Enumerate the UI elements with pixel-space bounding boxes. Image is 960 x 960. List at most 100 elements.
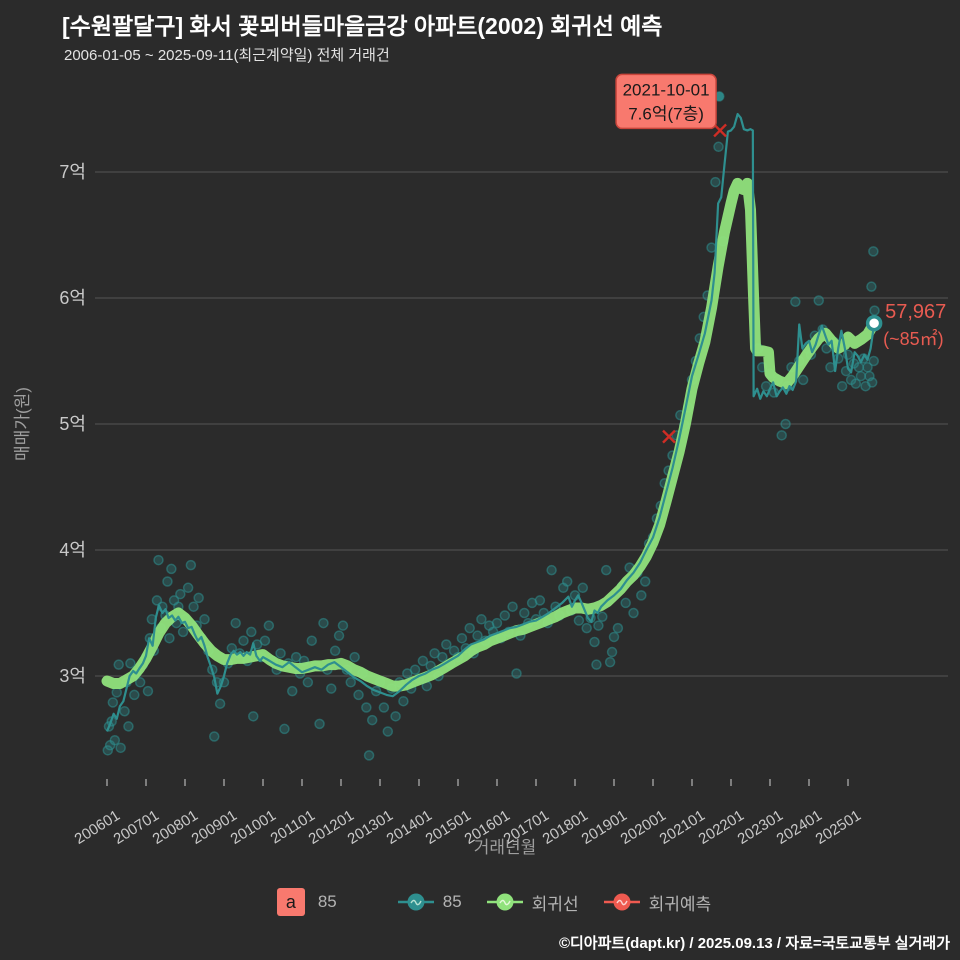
- scatter-point[interactable]: [199, 614, 210, 625]
- scatter-point[interactable]: [853, 362, 865, 373]
- regression-line[interactable]: [101, 177, 880, 692]
- scatter-point[interactable]: [333, 630, 345, 641]
- scatter-point[interactable]: [113, 659, 124, 670]
- scatter-point[interactable]: [868, 246, 879, 257]
- scatter-point[interactable]: [378, 702, 390, 713]
- scatter-point[interactable]: [188, 601, 199, 612]
- scatter-point[interactable]: [390, 711, 401, 722]
- scatter-point[interactable]: [519, 607, 530, 619]
- scatter-point[interactable]: [776, 430, 787, 441]
- scatter-point[interactable]: [134, 677, 146, 688]
- scatter-point[interactable]: [597, 611, 608, 623]
- scatter-point[interactable]: [866, 377, 878, 388]
- legend-item-forecast[interactable]: 회귀예측: [603, 890, 711, 915]
- scatter-point[interactable]: [511, 668, 522, 679]
- scatter-point[interactable]: [398, 695, 409, 707]
- scatter-point[interactable]: [164, 632, 175, 644]
- scatter-point[interactable]: [275, 648, 286, 659]
- scatter-point[interactable]: [593, 620, 604, 631]
- scatter-point[interactable]: [306, 635, 317, 646]
- scatter-point[interactable]: [382, 726, 394, 737]
- scatter-point[interactable]: [534, 595, 546, 606]
- scatter-point[interactable]: [125, 658, 136, 669]
- scatter-point[interactable]: [589, 636, 600, 648]
- scatter-point[interactable]: [577, 582, 589, 594]
- scatter-point[interactable]: [166, 563, 177, 575]
- scatter-point[interactable]: [214, 698, 226, 709]
- scatter-point[interactable]: [177, 626, 189, 638]
- scatter-point[interactable]: [119, 706, 130, 717]
- scatter-point[interactable]: [248, 711, 259, 722]
- scatter-point[interactable]: [868, 355, 879, 367]
- scatter-point[interactable]: [337, 620, 349, 631]
- scatter-point[interactable]: [329, 645, 341, 657]
- scatter-point[interactable]: [869, 305, 880, 316]
- scatter-point[interactable]: [107, 697, 119, 708]
- scatter-point[interactable]: [109, 735, 121, 746]
- scatter-point[interactable]: [636, 590, 647, 601]
- forecast-x-marker[interactable]: [713, 123, 727, 138]
- scatter-point[interactable]: [437, 651, 448, 663]
- scatter-point[interactable]: [129, 689, 140, 701]
- scatter-point[interactable]: [366, 714, 378, 726]
- legend-item-regression[interactable]: 회귀선: [486, 890, 579, 915]
- scatter-point[interactable]: [456, 632, 468, 644]
- scatter-point[interactable]: [476, 614, 487, 625]
- scatter-point[interactable]: [279, 723, 290, 735]
- scatter-point[interactable]: [591, 659, 602, 670]
- scatter-point[interactable]: [850, 378, 862, 389]
- scatter-point[interactable]: [620, 597, 631, 609]
- scatter-point[interactable]: [608, 631, 620, 643]
- scatter-point[interactable]: [193, 592, 204, 604]
- scatter-point[interactable]: [855, 370, 867, 382]
- scatter-point[interactable]: [546, 564, 557, 576]
- legend-item-85[interactable]: 85: [397, 892, 462, 912]
- scatter-point[interactable]: [349, 651, 360, 663]
- scatter-point[interactable]: [326, 683, 337, 694]
- scatter-point[interactable]: [361, 702, 372, 713]
- scatter-point[interactable]: [472, 630, 483, 641]
- scatter-point[interactable]: [142, 685, 154, 697]
- scatter-point[interactable]: [238, 635, 249, 646]
- scatter-point[interactable]: [318, 617, 329, 629]
- scatter-point[interactable]: [230, 617, 241, 629]
- scatter-point[interactable]: [259, 635, 271, 646]
- scatter-point[interactable]: [209, 731, 220, 742]
- scatter-point[interactable]: [780, 418, 791, 430]
- scatter-point[interactable]: [102, 745, 114, 756]
- scatter-point[interactable]: [604, 656, 616, 668]
- scatter-point[interactable]: [302, 677, 314, 688]
- forecast-x-marker[interactable]: [662, 429, 676, 444]
- scatter-point[interactable]: [111, 687, 122, 698]
- scatter-point[interactable]: [813, 295, 824, 306]
- scatter-point[interactable]: [263, 620, 275, 631]
- scatter-point[interactable]: [581, 622, 592, 634]
- scatter-point[interactable]: [314, 718, 325, 730]
- scatter-point[interactable]: [606, 646, 618, 658]
- scatter-point[interactable]: [175, 588, 186, 600]
- scatter-point[interactable]: [409, 664, 421, 675]
- scatter-point[interactable]: [363, 750, 375, 761]
- scatter-point[interactable]: [417, 655, 429, 667]
- scatter-point[interactable]: [182, 582, 194, 594]
- scatter-point[interactable]: [797, 374, 809, 386]
- scatter-point[interactable]: [287, 685, 298, 697]
- scatter-point[interactable]: [185, 559, 197, 571]
- scatter-point[interactable]: [464, 622, 475, 634]
- scatter-point[interactable]: [353, 689, 364, 701]
- monthly-avg-line[interactable]: [105, 112, 876, 732]
- scatter-point[interactable]: [790, 296, 801, 308]
- scatter-point[interactable]: [345, 677, 356, 688]
- scatter-point[interactable]: [713, 141, 724, 153]
- latest-point-marker[interactable]: [865, 314, 883, 332]
- scatter-point[interactable]: [866, 281, 877, 292]
- area-85-chip[interactable]: a: [276, 888, 305, 916]
- scatter-point[interactable]: [441, 639, 452, 650]
- annotated-transaction-point[interactable]: [714, 91, 724, 101]
- scatter-point[interactable]: [710, 176, 721, 188]
- scatter-point[interactable]: [115, 742, 126, 754]
- scatter-point[interactable]: [507, 601, 518, 612]
- scatter-point[interactable]: [836, 380, 848, 392]
- scatter-point[interactable]: [573, 615, 585, 626]
